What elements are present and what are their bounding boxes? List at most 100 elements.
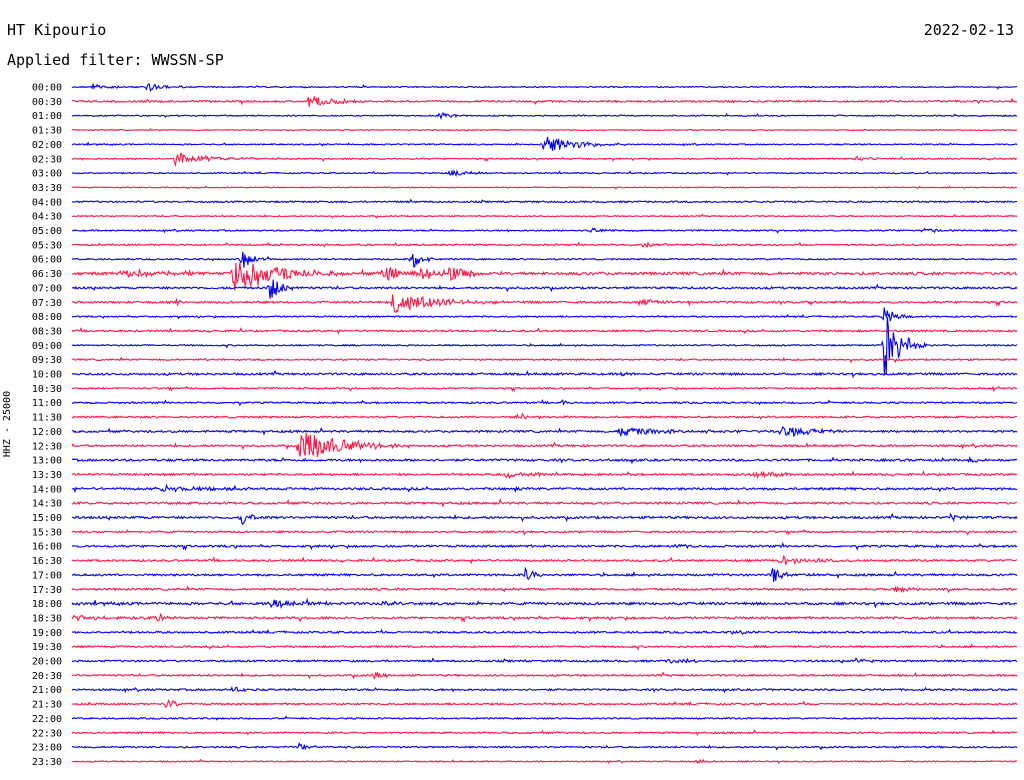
trace-line (71, 529, 1018, 536)
trace-line (71, 741, 1018, 751)
time-tick-label: 19:00 (32, 628, 62, 639)
trace-line (71, 398, 1018, 407)
trace-line (71, 512, 1018, 526)
trace-line (71, 185, 1018, 190)
trace-line (71, 585, 1018, 594)
time-tick-label: 01:30 (32, 126, 62, 137)
time-tick-label: 06:30 (32, 269, 62, 280)
trace-line (71, 136, 1018, 151)
time-tick-label: 09:00 (32, 341, 62, 352)
filter-label: Applied filter: WWSSN-SP (7, 51, 224, 69)
time-tick-label: 17:30 (32, 585, 62, 596)
time-tick-label: 10:00 (32, 370, 62, 381)
trace-line (71, 566, 1018, 583)
time-tick-label: 14:30 (32, 499, 62, 510)
trace-line (71, 412, 1018, 420)
trace-line (71, 628, 1018, 635)
trace-line (72, 758, 1018, 765)
time-tick-label: 11:00 (32, 398, 62, 409)
trace-line (71, 307, 1018, 322)
date-label: 2022-02-13 (923, 21, 1014, 39)
trace-line (71, 657, 1018, 664)
time-tick-label: 21:00 (32, 685, 62, 696)
trace-line (72, 426, 1018, 438)
time-tick-label: 02:00 (32, 140, 62, 151)
trace-line (71, 251, 1018, 268)
trace-line (71, 152, 1018, 168)
trace-line (72, 455, 1018, 465)
trace-line (71, 597, 1018, 609)
trace-line (71, 470, 1018, 480)
trace-line (72, 698, 1018, 708)
trace-line (71, 356, 1018, 364)
time-tick-label: 18:30 (32, 613, 62, 624)
trace-line (71, 686, 1018, 694)
time-tick-label: 17:00 (32, 570, 62, 581)
time-tick-label: 16:30 (32, 556, 62, 567)
time-tick-label: 03:00 (32, 169, 62, 180)
trace-line (71, 612, 1018, 623)
trace-line (71, 262, 1018, 291)
time-tick-label: 14:00 (32, 484, 62, 495)
time-tick-label: 09:30 (32, 355, 62, 366)
time-tick-label: 00:00 (32, 83, 62, 94)
trace-line (71, 111, 1018, 121)
trace-line (71, 326, 1018, 335)
trace-line (71, 369, 1018, 379)
trace-line (71, 385, 1018, 393)
trace-line (71, 671, 1018, 680)
time-tick-label: 13:00 (32, 456, 62, 467)
trace-line (72, 128, 1018, 132)
trace-line (71, 241, 1018, 249)
time-tick-label: 01:00 (32, 111, 62, 122)
time-tick-label: 04:30 (32, 212, 62, 223)
time-tick-label: 08:30 (32, 326, 62, 337)
time-tick-label: 16:00 (32, 542, 62, 553)
time-tick-label: 15:30 (32, 527, 62, 538)
trace-line (71, 213, 1018, 219)
trace-line (71, 279, 1018, 299)
time-tick-label: 07:30 (32, 298, 62, 309)
trace-line (71, 542, 1018, 551)
trace-line (72, 227, 1018, 234)
time-tick-label: 22:00 (32, 714, 62, 725)
trace-line (71, 715, 1018, 721)
trace-line (72, 82, 1018, 93)
trace-line (71, 729, 1018, 737)
time-tick-label: 02:30 (32, 154, 62, 165)
time-tick-label: 11:30 (32, 413, 62, 424)
time-tick-label: 21:30 (32, 700, 62, 711)
trace-line (71, 483, 1018, 494)
time-tick-label: 07:00 (32, 283, 62, 294)
station-title: HT Kipourio (7, 21, 107, 39)
time-tick-label: 13:30 (32, 470, 62, 481)
time-tick-label: 08:00 (32, 312, 62, 323)
time-tick-label: 10:30 (32, 384, 62, 395)
trace-line (71, 294, 1018, 314)
time-tick-label: 23:00 (32, 743, 62, 754)
time-tick-label: 18:00 (32, 599, 62, 610)
time-tick-label: 20:00 (32, 657, 62, 668)
time-tick-label: 22:30 (32, 728, 62, 739)
time-tick-label: 05:30 (32, 240, 62, 251)
trace-line (71, 95, 1018, 107)
time-tick-label: 04:00 (32, 197, 62, 208)
trace-line (71, 198, 1018, 204)
time-tick-label: 12:30 (32, 441, 62, 452)
trace-line (71, 432, 1018, 458)
trace-line (72, 169, 1018, 178)
time-tick-label: 23:30 (32, 757, 62, 768)
time-tick-label: 20:30 (32, 671, 62, 682)
trace-line (71, 317, 1018, 375)
time-tick-label: 19:30 (32, 642, 62, 653)
trace-line (71, 554, 1018, 566)
trace-line (71, 643, 1018, 651)
time-tick-label: 00:30 (32, 97, 62, 108)
time-tick-label: 15:00 (32, 513, 62, 524)
time-tick-label: 03:30 (32, 183, 62, 194)
trace-line (71, 498, 1018, 508)
time-tick-label: 12:00 (32, 427, 62, 438)
time-tick-label: 05:00 (32, 226, 62, 237)
time-tick-label: 06:00 (32, 255, 62, 266)
